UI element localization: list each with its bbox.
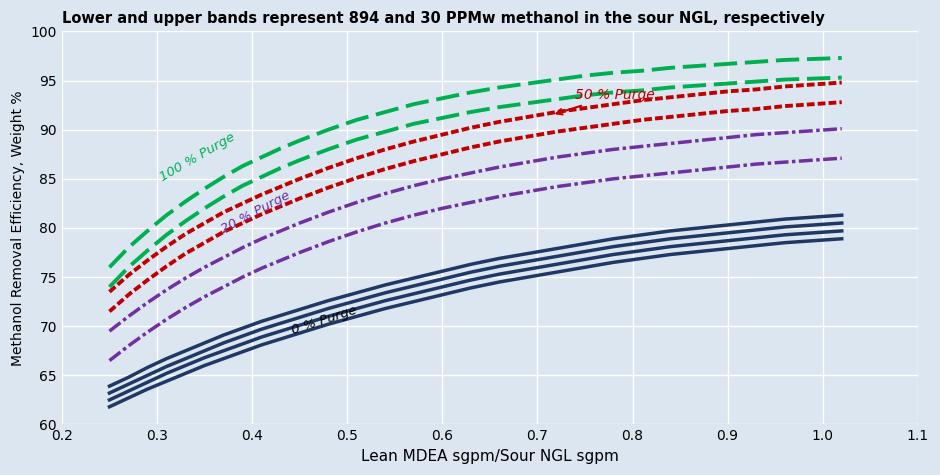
Text: 0 % Purge: 0 % Purge bbox=[290, 304, 359, 337]
Text: Lower and upper bands represent 894 and 30 PPMw methanol in the sour NGL, respec: Lower and upper bands represent 894 and … bbox=[62, 11, 824, 26]
Text: 20 % Purge: 20 % Purge bbox=[219, 189, 292, 236]
X-axis label: Lean MDEA sgpm/Sour NGL sgpm: Lean MDEA sgpm/Sour NGL sgpm bbox=[361, 449, 619, 464]
Text: 100 % Purge: 100 % Purge bbox=[157, 130, 237, 184]
Y-axis label: Methanol Removal Efficiency, Weight %: Methanol Removal Efficiency, Weight % bbox=[11, 90, 25, 366]
Text: 50 % Purge: 50 % Purge bbox=[556, 88, 655, 114]
